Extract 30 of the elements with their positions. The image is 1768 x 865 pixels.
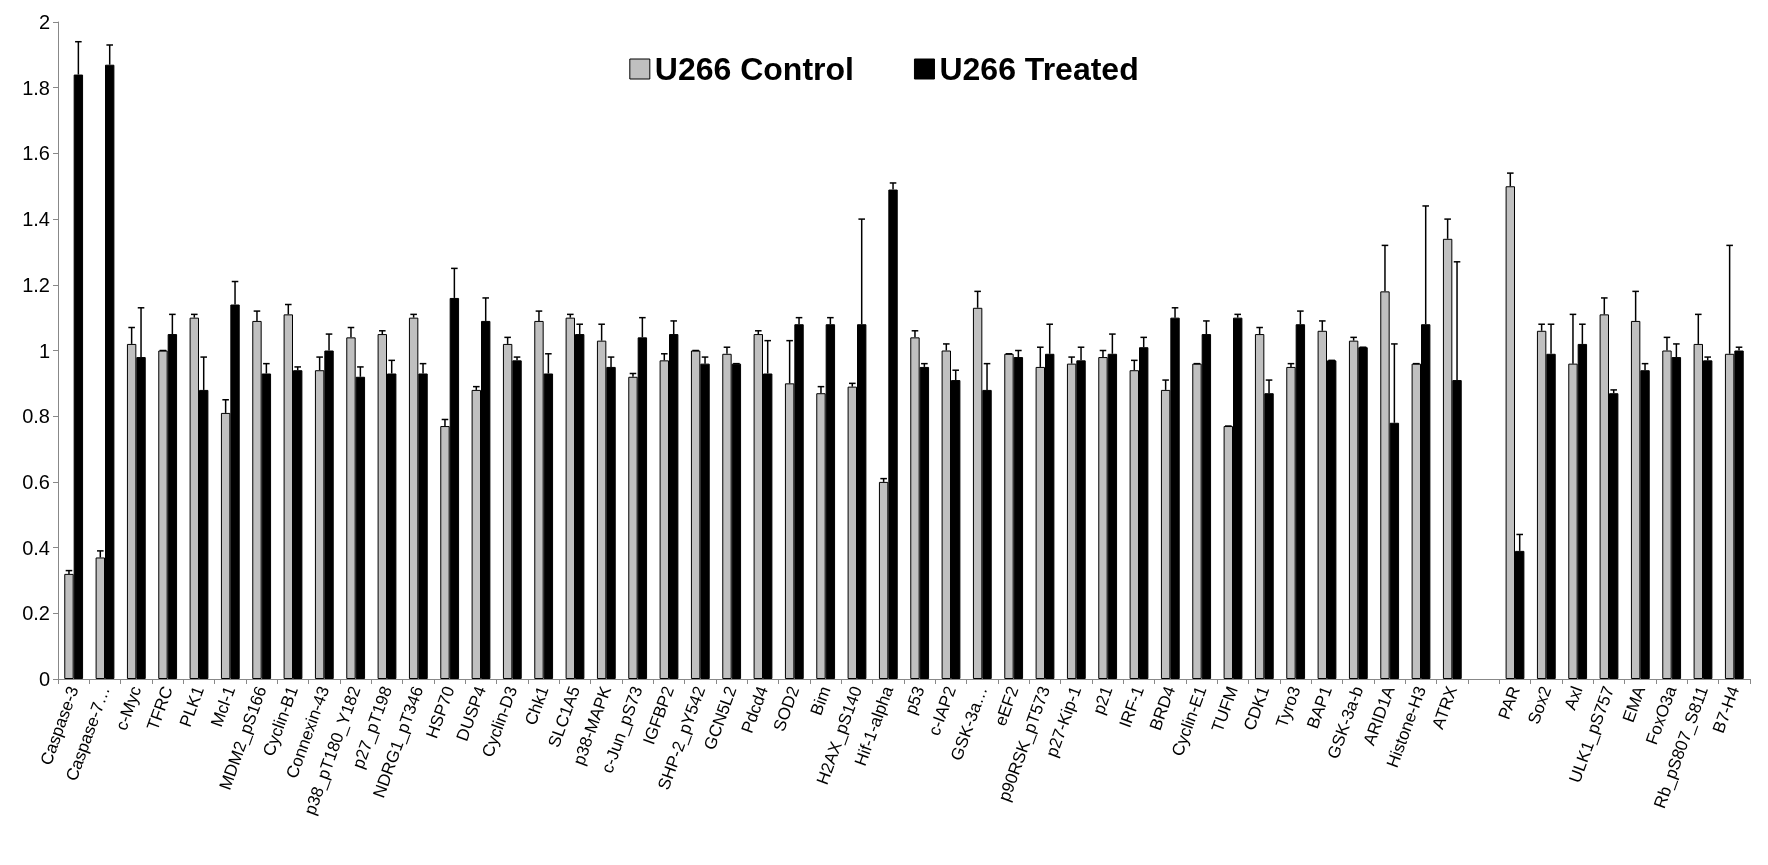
x-tick-label: ATRX (1428, 683, 1462, 732)
y-tick-label: 1.8 (22, 76, 50, 99)
x-tick-label: CDK1 (1239, 683, 1274, 733)
legend-label: U266 Treated (939, 51, 1139, 87)
x-tick-label: PLK1 (175, 683, 208, 730)
y-tick-label: 1 (38, 339, 50, 362)
x-tick-label: PAR (1494, 683, 1524, 722)
x-tick-label: TUFM (1207, 683, 1242, 735)
x-tick-label: p53 (901, 683, 929, 717)
y-tick-label: 0 (38, 668, 50, 690)
x-tick-label: Sox2 (1524, 683, 1556, 727)
x-tick-label: IRF-1 (1115, 683, 1148, 731)
x-tick-label: EMA (1618, 683, 1650, 725)
x-tick-label: c-Myc (111, 683, 146, 733)
y-tick-label: 0.6 (22, 470, 50, 493)
x-tick-label: Chk1 (521, 683, 553, 728)
x-tick-label: SOD2 (769, 683, 804, 734)
x-tick-label: TFRC (143, 683, 177, 733)
y-tick-label: 0.2 (22, 602, 50, 625)
x-tick-label: Pdcd4 (737, 683, 772, 736)
y-tick-label: 1.6 (22, 142, 50, 165)
x-tick-label: p21 (1089, 683, 1117, 717)
y-tick-label: 2 (38, 11, 50, 33)
legend-label: U266 Control (654, 51, 854, 87)
x-tick-label: Tyro3 (1272, 683, 1305, 731)
y-tick-label: 0.8 (22, 405, 50, 428)
y-tick-label: 0.4 (22, 536, 50, 559)
x-tick-label: B7-H4 (1708, 683, 1744, 736)
y-tick-label: 1.4 (22, 208, 50, 231)
y-tick-label: 1.2 (22, 273, 50, 296)
